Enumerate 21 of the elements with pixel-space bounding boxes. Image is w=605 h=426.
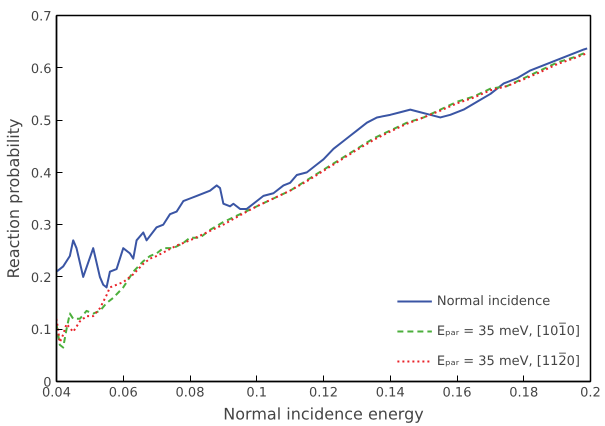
x-tick-label: 0.08 xyxy=(176,386,204,400)
y-tick-label: 0.2 xyxy=(30,270,52,286)
legend-label: Normal incidence xyxy=(436,294,550,308)
y-tick-label: 0.1 xyxy=(30,323,52,338)
line-series xyxy=(56,47,588,288)
x-tick-label: 0.06 xyxy=(108,386,138,400)
legend-label: Eₚₐᵣ = 35 meV, [112̅0] xyxy=(436,354,580,368)
x-tick-label: 0.12 xyxy=(309,386,338,400)
x-tick-label: 0.16 xyxy=(442,386,472,400)
x-tick-label: 0.2 xyxy=(580,386,601,400)
y-axis-title: Reaction probability xyxy=(4,118,23,278)
x-tick-label: 0.14 xyxy=(376,386,405,400)
y-tick-label: 0.6 xyxy=(30,62,52,77)
x-axis-title: Normal incidence energy xyxy=(223,404,424,424)
y-tick-label: 0.4 xyxy=(30,166,52,182)
y-tick-label: 0.7 xyxy=(30,10,52,24)
y-tick-label: 0.3 xyxy=(30,218,52,234)
y-tick-label: 0.5 xyxy=(30,114,52,130)
x-tick-label: 0.1 xyxy=(246,386,268,400)
x-tick-label: 0.18 xyxy=(509,386,538,400)
legend-label: Eₚₐᵣ = 35 meV, [101̅0] xyxy=(436,324,580,338)
